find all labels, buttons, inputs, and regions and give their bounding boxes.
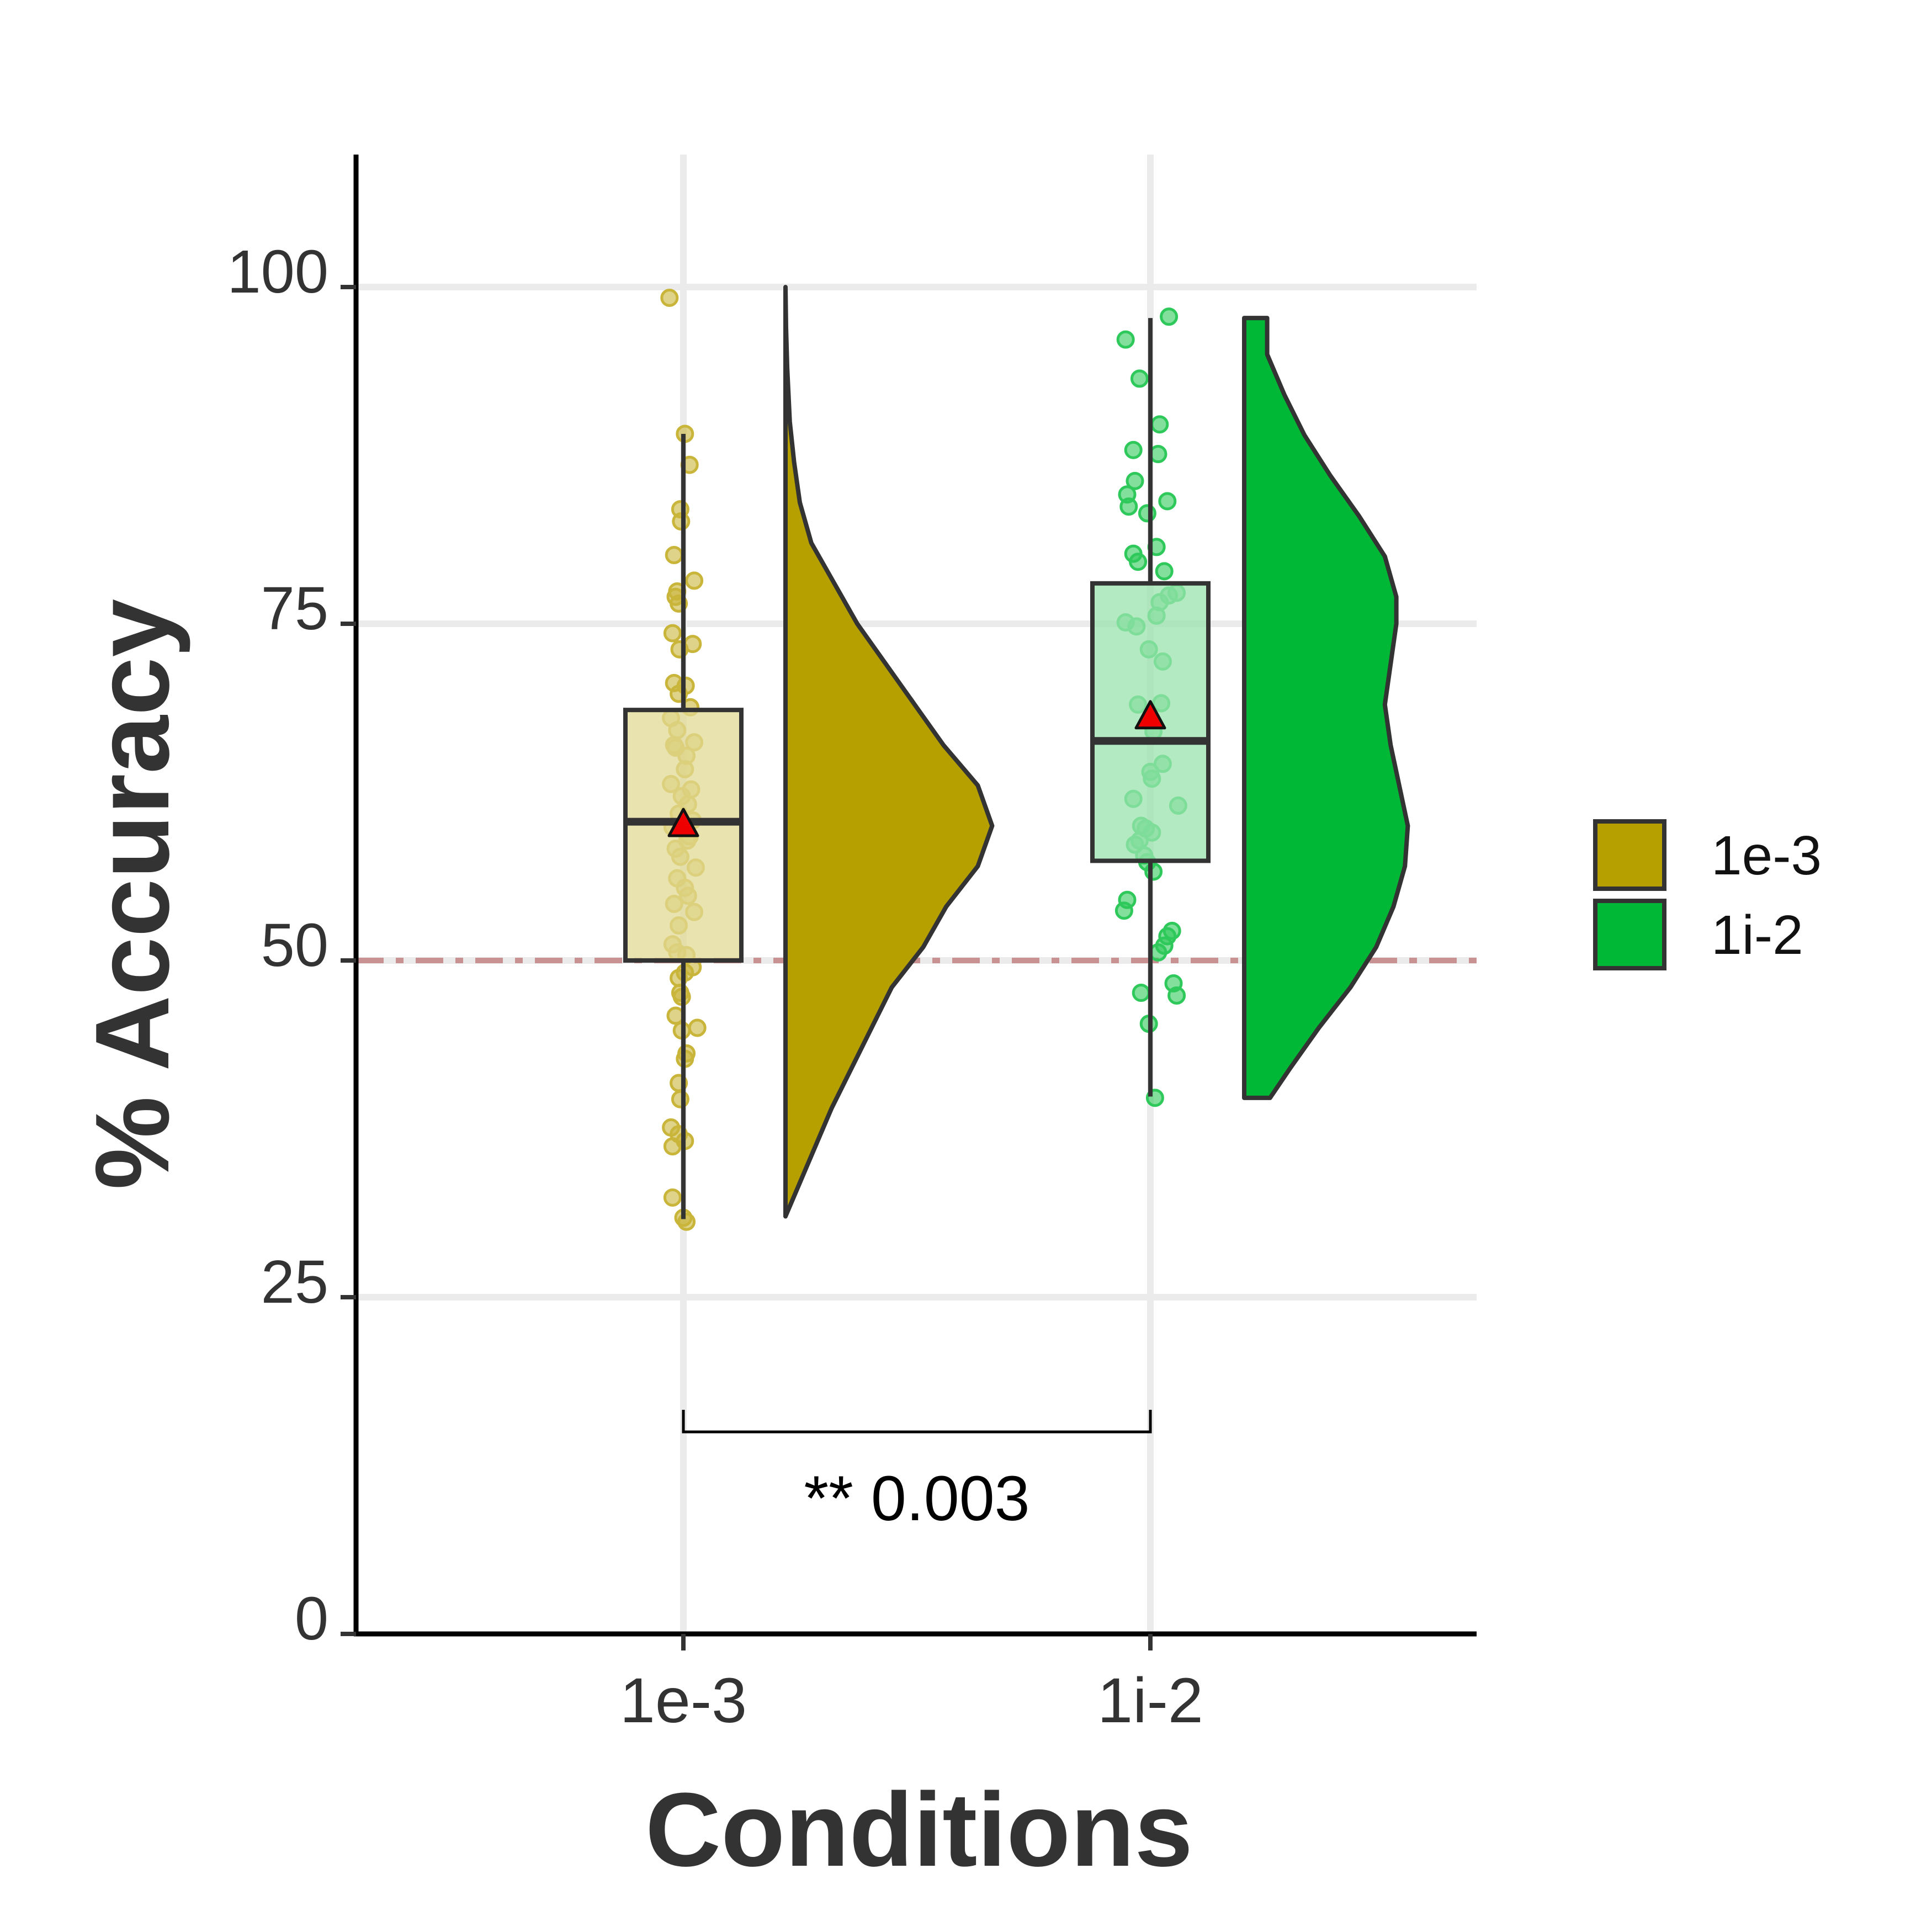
y-tick-label: 0: [295, 1585, 328, 1653]
data-point: [663, 1188, 682, 1207]
legend-key-1e-3: [1593, 819, 1666, 891]
data-point: [1116, 330, 1135, 349]
legend-key-1i-2: [1593, 899, 1666, 970]
data-point: [663, 624, 682, 643]
data-point: [665, 546, 683, 565]
legend-label: 1i-2: [1711, 904, 1803, 966]
data-point: [1150, 415, 1169, 434]
data-point: [1144, 862, 1163, 881]
data-point: [1160, 307, 1179, 326]
y-tick-label: 25: [261, 1248, 328, 1316]
data-point: [1126, 471, 1144, 490]
data-point: [1119, 497, 1138, 516]
data-point: [671, 1090, 689, 1108]
data-point: [666, 1006, 685, 1025]
violin-1i-2: [1242, 316, 1410, 1100]
data-point: [672, 512, 691, 531]
mean-marker: [667, 808, 699, 837]
data-point: [1155, 562, 1174, 581]
data-point: [1129, 553, 1148, 571]
data-point: [1149, 445, 1167, 464]
y-tick-label: 100: [227, 238, 328, 306]
legend: 1e-3 1i-2: [1593, 819, 1822, 970]
comparison-bracket: [682, 1410, 1152, 1434]
x-tick-label: 1i-2: [1097, 1665, 1203, 1736]
y-tick-label: 50: [261, 911, 328, 979]
violin-1e-3: [783, 285, 995, 1219]
data-point: [1138, 504, 1156, 523]
data-point: [1149, 943, 1167, 962]
boxplot-layer: [623, 318, 1211, 1219]
data-point: [685, 571, 704, 590]
x-axis-title: Conditions: [645, 1771, 1193, 1888]
legend-label: 1e-3: [1711, 825, 1822, 887]
mean-marker: [1134, 700, 1166, 730]
data-point: [1114, 901, 1133, 920]
data-point: [1124, 440, 1143, 459]
data-point: [663, 1137, 682, 1156]
x-tick-label: 1e-3: [620, 1665, 747, 1736]
data-point: [677, 1212, 696, 1231]
y-axis-title: % Accuracy: [74, 599, 191, 1190]
axes: 0 25 50 75 100 1e-3 1i-2: [227, 155, 1477, 1736]
data-point: [1130, 369, 1149, 388]
data-point: [660, 289, 679, 307]
data-point: [688, 1018, 707, 1037]
comparison-annotation: ** 0.003: [682, 1410, 1152, 1534]
y-tick-label: 75: [261, 575, 328, 643]
data-point: [1158, 492, 1177, 511]
violin-layer: [783, 285, 1410, 1219]
data-point: [1167, 986, 1186, 1005]
data-point: [1132, 984, 1150, 1002]
comparison-label: ** 0.003: [804, 1463, 1029, 1534]
